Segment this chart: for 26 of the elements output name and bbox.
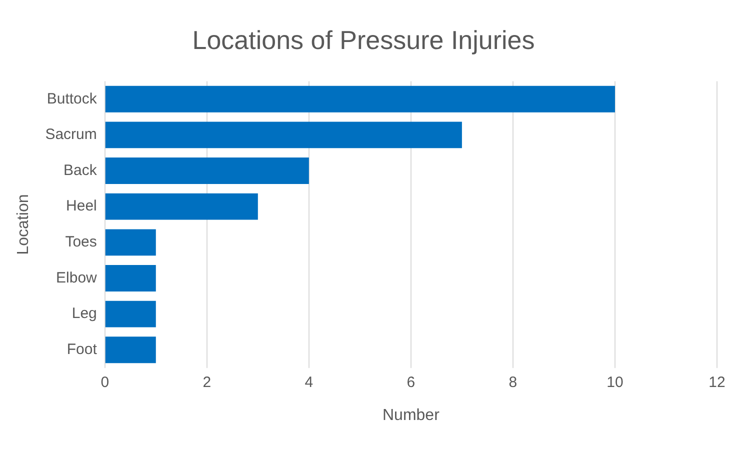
bar (105, 122, 462, 148)
y-tick-label: Leg (72, 305, 97, 322)
y-tick-label: Back (64, 162, 98, 179)
bar (105, 86, 615, 112)
bar (105, 158, 309, 184)
bar (105, 336, 156, 364)
bar (105, 229, 156, 256)
x-tick-label: 10 (606, 374, 624, 391)
x-tick-label: 2 (202, 374, 212, 391)
y-tick-label: Buttock (46, 90, 98, 108)
bar (105, 193, 258, 220)
y-tick-label: Elbow (56, 269, 98, 286)
bar (105, 300, 156, 328)
x-tick-label: 0 (100, 374, 110, 391)
x-tick-label: 6 (406, 374, 416, 391)
x-tick-label: 8 (508, 374, 518, 391)
bar (105, 265, 156, 292)
y-axis-title: Location (15, 194, 32, 255)
y-tick-label: Toes (65, 234, 97, 251)
y-tick-label: Foot (66, 341, 98, 358)
x-tick-label: 12 (708, 374, 726, 391)
x-axis-title: Number (382, 406, 440, 424)
chart-title: Locations of Pressure Injuries (192, 24, 535, 55)
x-tick-label: 4 (304, 374, 314, 391)
y-tick-label: Heel (66, 198, 97, 215)
y-tick-label: Sacrum (45, 126, 97, 144)
